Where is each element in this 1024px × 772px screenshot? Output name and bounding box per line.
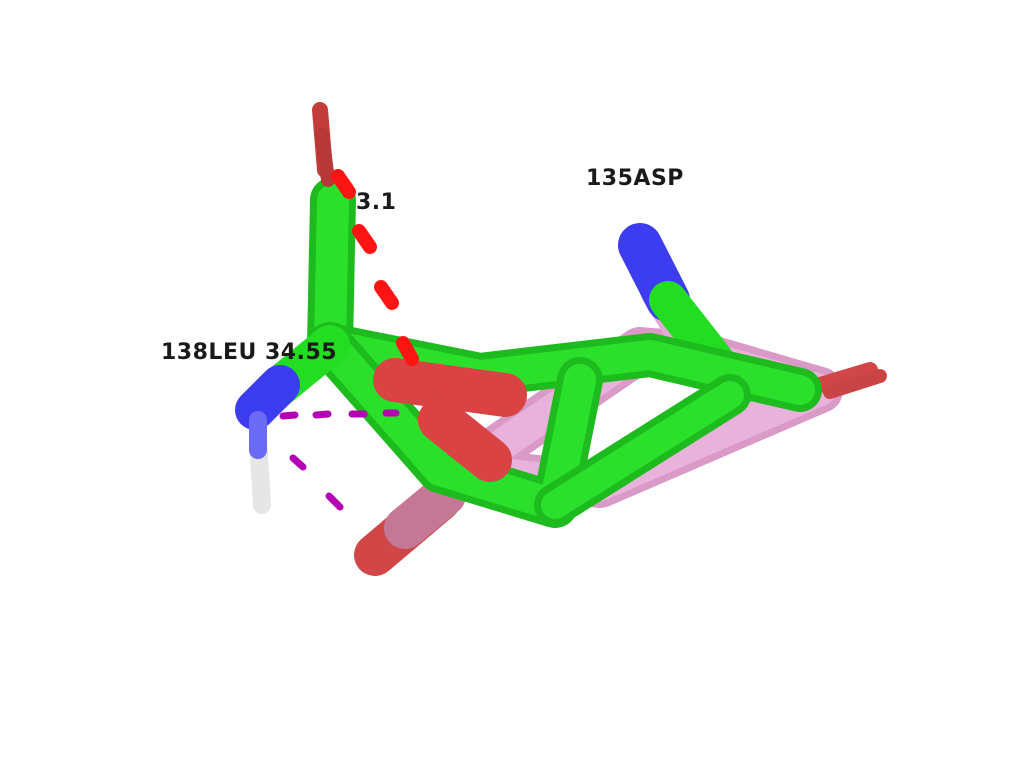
contact-dashes	[279, 409, 400, 511]
hbond-dashes	[331, 169, 419, 366]
distance-label: 3.1	[356, 190, 397, 215]
residue-label-leu: 138LEU 34.55	[161, 340, 338, 365]
oxygen-top	[312, 102, 335, 187]
oxygen-center	[373, 358, 527, 482]
oxygen-right	[812, 362, 887, 399]
carbonyl-bottom-left	[354, 474, 466, 576]
residue-label-asp: 135ASP	[586, 166, 684, 191]
nitrogen-left	[235, 365, 300, 514]
